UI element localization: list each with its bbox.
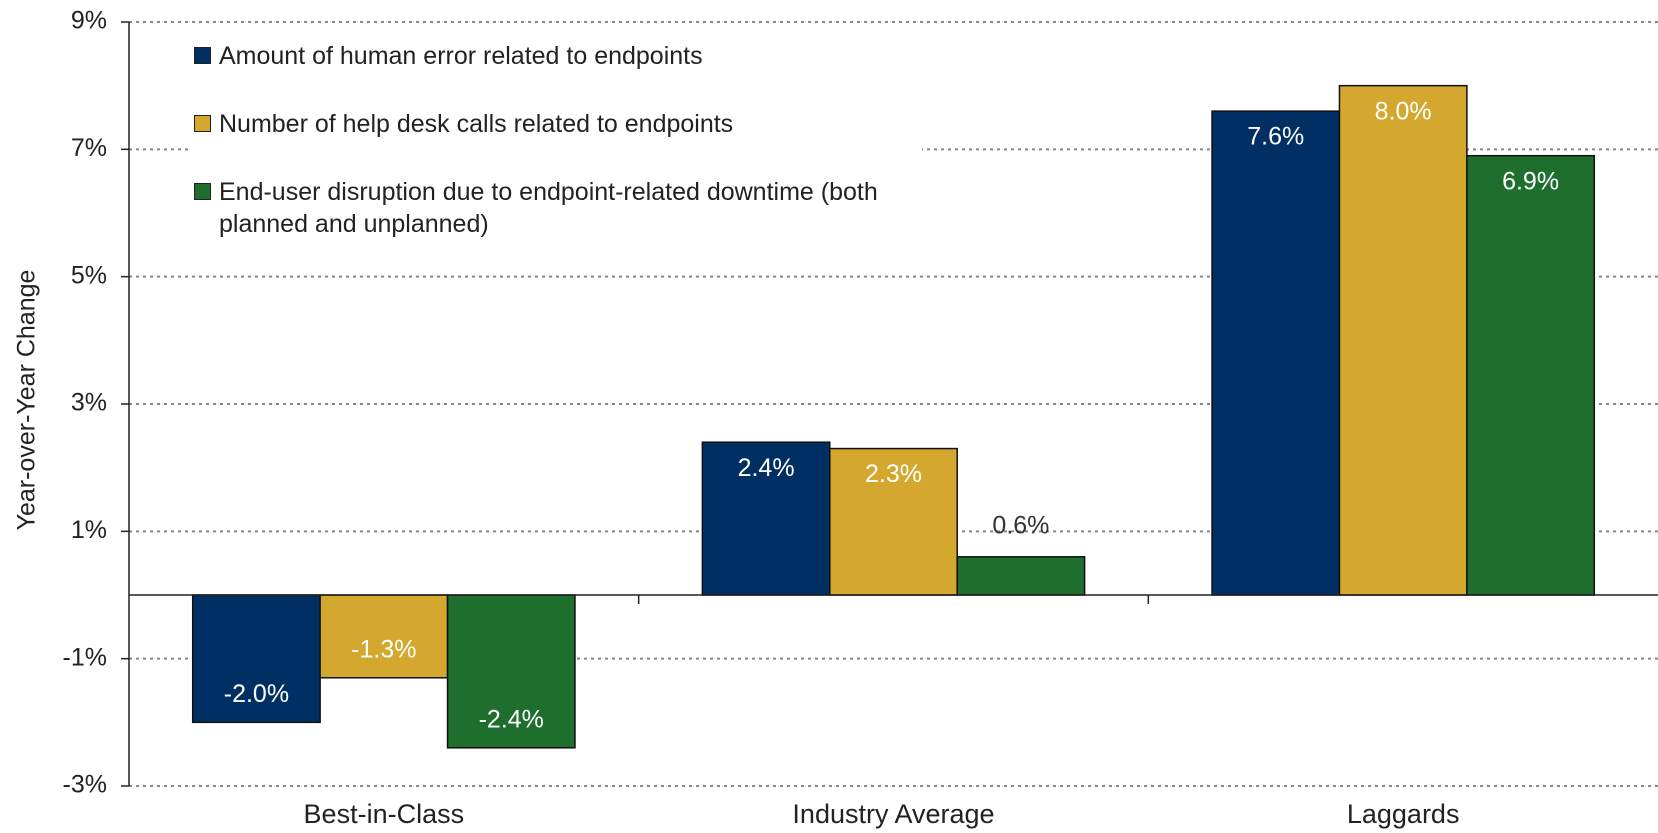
bar xyxy=(446,594,576,749)
y-tick-label: -1% xyxy=(63,643,107,671)
data-label: 8.0% xyxy=(1375,97,1432,125)
legend-label: Amount of human error related to endpoin… xyxy=(219,42,703,70)
bar xyxy=(191,594,321,724)
data-label: 0.6% xyxy=(992,511,1049,539)
legend: Amount of human error related to endpoin… xyxy=(190,36,922,248)
data-label: 2.3% xyxy=(865,460,922,488)
bar xyxy=(1466,154,1596,596)
y-axis-title: Year-over-Year Change xyxy=(13,270,41,531)
legend-item: Number of help desk calls related to end… xyxy=(194,108,914,140)
data-label: -2.0% xyxy=(224,680,289,708)
legend-item: End-user disruption due to endpoint-rela… xyxy=(194,176,914,240)
legend-swatch xyxy=(194,47,211,64)
legend-swatch xyxy=(194,183,211,200)
y-tick-label: 1% xyxy=(71,516,107,544)
y-tick-label: 5% xyxy=(71,261,107,289)
bar xyxy=(1211,110,1341,596)
bar xyxy=(319,594,449,679)
data-label: 2.4% xyxy=(738,454,795,482)
bar xyxy=(1338,84,1468,596)
legend-item: Amount of human error related to endpoin… xyxy=(194,40,914,72)
y-tick-label: 3% xyxy=(71,389,107,417)
data-label: 7.6% xyxy=(1247,123,1304,151)
legend-swatch xyxy=(194,115,211,132)
data-label: -1.3% xyxy=(351,635,416,663)
x-tick-label: Best-in-Class xyxy=(304,799,465,829)
bar xyxy=(829,447,958,596)
y-tick-label: 7% xyxy=(71,134,107,162)
x-tick-label: Laggards xyxy=(1347,799,1460,829)
y-tick-label: 9% xyxy=(71,7,107,35)
legend-label: Number of help desk calls related to end… xyxy=(219,110,734,138)
data-label: 6.9% xyxy=(1502,167,1559,195)
legend-label: End-user disruption due to endpoint-rela… xyxy=(219,178,878,238)
x-tick-label: Industry Average xyxy=(792,799,994,829)
y-tick-label: -3% xyxy=(63,771,107,799)
bar xyxy=(956,556,1086,596)
data-label: -2.4% xyxy=(479,705,544,733)
